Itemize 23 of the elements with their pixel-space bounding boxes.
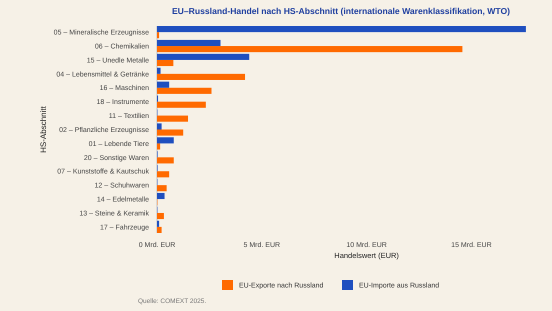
- bar: [157, 123, 162, 130]
- bar: [157, 74, 246, 80]
- y-axis-title: HS-Abschnitt: [39, 105, 48, 153]
- bar: [157, 212, 164, 220]
- bar: [157, 68, 161, 74]
- bar: [157, 54, 250, 60]
- bar: [157, 137, 174, 144]
- bar: [157, 171, 170, 178]
- bar: [157, 185, 167, 192]
- bar: [157, 82, 170, 88]
- chart-title: EU–Russland-Handel nach HS-Abschnitt (internationale Warenklassifikation, WTO): [172, 6, 510, 16]
- bar: [157, 143, 160, 150]
- bar: [157, 116, 188, 122]
- bar: [157, 88, 212, 94]
- bar: [157, 26, 526, 32]
- bar: [157, 192, 165, 200]
- bar: [157, 102, 206, 108]
- bar: [157, 157, 174, 164]
- bar: [157, 226, 162, 233]
- bar: [157, 46, 462, 52]
- bar: [157, 130, 184, 136]
- bar: [157, 60, 174, 66]
- bar: [157, 40, 221, 46]
